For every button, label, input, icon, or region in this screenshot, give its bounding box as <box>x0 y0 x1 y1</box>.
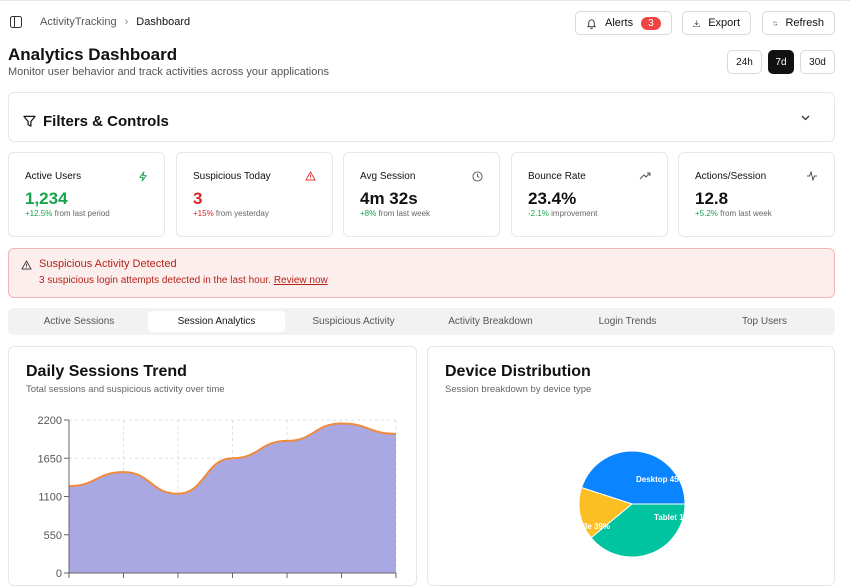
metric-change-text: from last week <box>720 209 772 218</box>
metric-change-text: from yesterday <box>215 209 269 218</box>
filter-icon <box>23 115 36 127</box>
dashboard-tabs: Active Sessions Session Analytics Suspic… <box>8 308 835 335</box>
metric-label: Suspicious Today <box>193 171 271 182</box>
metric-change-value: -2.1% <box>528 209 549 218</box>
panel-subtitle: Session breakdown by device type <box>445 384 592 395</box>
metric-change-value: +5.2% <box>695 209 718 218</box>
y-tick-label: 1650 <box>38 453 62 465</box>
alert-title: Suspicious Activity Detected <box>39 258 177 270</box>
metric-card-avg-session: Avg Session 4m 32s +8% from last week <box>343 152 500 237</box>
metric-card-bounce-rate: Bounce Rate 23.4% -2.1% improvement <box>511 152 668 237</box>
page-title: Analytics Dashboard <box>8 45 178 64</box>
breadcrumb-current: Dashboard <box>136 16 191 28</box>
suspicious-activity-alert: Suspicious Activity Detected 3 suspiciou… <box>8 248 835 298</box>
bell-icon <box>586 18 597 29</box>
range-30d-button[interactable]: 30d <box>800 50 835 74</box>
refresh-button[interactable]: Refresh <box>762 11 835 35</box>
y-tick-label: 0 <box>56 568 62 580</box>
alert-triangle-icon <box>21 260 32 270</box>
download-icon <box>693 19 700 27</box>
pie-slice-label: Tablet 1 <box>654 513 684 522</box>
filters-header: Filters & Controls <box>23 113 169 130</box>
metric-label: Active Users <box>25 171 82 182</box>
alerts-count-badge: 3 <box>641 16 661 30</box>
review-now-link[interactable]: Review now <box>273 275 328 286</box>
metric-change-value: +12.5% <box>25 209 53 218</box>
zap-icon <box>139 171 147 182</box>
device-distribution-panel: Device Distribution Session breakdown by… <box>427 346 835 586</box>
metric-label: Actions/Session <box>695 171 767 182</box>
metric-change-value: +15% <box>193 209 214 218</box>
metric-change-text: improvement <box>551 209 598 218</box>
sessions-trend-chart: 0 550 1100 1650 2200 <box>38 415 397 580</box>
alert-triangle-icon <box>305 171 316 181</box>
metric-change-text: from last period <box>54 209 110 218</box>
range-24h-button[interactable]: 24h <box>727 50 762 74</box>
y-tick-label: 1100 <box>38 492 62 504</box>
chevron-right-icon: › <box>124 16 129 28</box>
panel-title: Daily Sessions Trend <box>26 363 187 380</box>
alert-message: 3 suspicious login attempts detected in … <box>39 275 271 286</box>
activity-icon <box>807 171 817 181</box>
filters-title: Filters & Controls <box>43 113 169 130</box>
alerts-button[interactable]: Alerts 3 <box>575 11 672 35</box>
panel-title: Device Distribution <box>445 363 591 380</box>
alert-body: 3 suspicious login attempts detected in … <box>39 275 328 286</box>
sessions-line <box>68 422 397 495</box>
trending-up-icon <box>639 172 651 180</box>
metric-label: Bounce Rate <box>528 171 586 182</box>
metric-change: +5.2% from last week <box>695 209 772 218</box>
sessions-area <box>69 423 396 573</box>
metric-change: +15% from yesterday <box>193 209 269 218</box>
y-tick-label: 2200 <box>38 415 62 427</box>
tab-session-analytics[interactable]: Session Analytics <box>148 311 285 332</box>
pie-labels: Desktop 45 Tablet 1 bile 39% <box>578 475 684 531</box>
breadcrumb-root[interactable]: ActivityTracking <box>40 16 117 28</box>
metric-card-active-users: Active Users 1,234 +12.5% from last peri… <box>8 152 165 237</box>
metric-change: +12.5% from last period <box>25 209 110 218</box>
metric-value: 1,234 <box>25 189 68 208</box>
pie-slice-label: Desktop 45 <box>636 475 679 484</box>
daily-sessions-panel: Daily Sessions Trend Total sessions and … <box>8 346 417 586</box>
clock-icon <box>472 171 483 182</box>
tab-suspicious-activity[interactable]: Suspicious Activity <box>312 316 395 327</box>
pie-slice <box>578 486 634 539</box>
page-subtitle: Monitor user behavior and track activiti… <box>8 66 329 78</box>
metric-value: 23.4% <box>528 189 577 208</box>
metric-card-actions-per-session: Actions/Session 12.8 +5.2% from last wee… <box>678 152 835 237</box>
top-bar: ActivityTracking › Dashboard Alerts 3 Ex… <box>0 0 850 45</box>
breadcrumb: ActivityTracking › Dashboard <box>10 16 190 28</box>
metric-value: 3 <box>193 189 203 208</box>
tab-activity-breakdown[interactable]: Activity Breakdown <box>448 316 533 327</box>
metric-change: +8% from last week <box>360 209 430 218</box>
filters-panel[interactable]: Filters & Controls <box>8 92 835 142</box>
panel-subtitle: Total sessions and suspicious activity o… <box>26 384 225 395</box>
metric-change: -2.1% improvement <box>528 209 597 218</box>
pie-slice <box>580 450 686 505</box>
metric-change-value: +8% <box>360 209 377 218</box>
chevron-down-icon[interactable] <box>801 115 810 121</box>
range-7d-button[interactable]: 7d <box>768 50 794 74</box>
pie-slice-label: bile 39% <box>578 522 610 531</box>
refresh-icon <box>773 21 777 25</box>
metric-value: 4m 32s <box>360 189 418 208</box>
export-button[interactable]: Export <box>682 11 751 35</box>
refresh-label: Refresh <box>785 17 824 29</box>
tab-top-users[interactable]: Top Users <box>741 316 787 327</box>
sidebar-toggle-icon[interactable] <box>10 16 22 28</box>
metric-value: 12.8 <box>695 189 729 208</box>
metric-label: Avg Session <box>360 171 416 182</box>
tab-login-trends[interactable]: Login Trends <box>598 316 657 327</box>
alerts-label: Alerts <box>605 17 634 29</box>
pie-slice <box>590 503 686 558</box>
device-pie-chart: Desktop 45 Tablet 1 bile 39% <box>578 450 686 558</box>
metric-card-suspicious-today: Suspicious Today 3 +15% from yesterday <box>176 152 333 237</box>
y-tick-label: 550 <box>44 530 62 542</box>
tab-active-sessions[interactable]: Active Sessions <box>43 316 115 327</box>
metric-change-text: from last week <box>378 209 431 218</box>
export-label: Export <box>708 17 740 29</box>
